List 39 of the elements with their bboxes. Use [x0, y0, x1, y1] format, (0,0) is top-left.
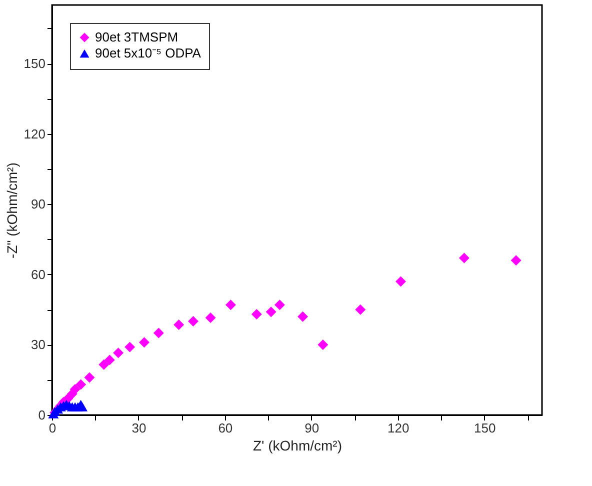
y-tick-label: 60: [31, 266, 46, 282]
point: [174, 320, 184, 330]
point: [318, 339, 328, 350]
point: [274, 300, 285, 310]
point: [70, 384, 80, 394]
point: [84, 372, 95, 383]
y-tick-label: 0: [38, 408, 46, 422]
point: [76, 379, 86, 390]
point: [205, 312, 216, 324]
x-tick-label: 120: [388, 420, 410, 436]
point: [298, 311, 308, 322]
x-tick-label: 60: [218, 420, 233, 436]
y-tick-label: 120: [24, 126, 46, 142]
legend-label: 90et 3TMSPM: [95, 30, 178, 44]
y-tick-label: 90: [31, 196, 46, 212]
point: [188, 316, 198, 327]
x-tick-label: 90: [304, 420, 320, 436]
x-tick-label: 0: [48, 420, 56, 436]
point: [124, 342, 136, 352]
point: [98, 359, 110, 370]
x-tick-label: 150: [474, 420, 496, 436]
x-tick-label: 30: [132, 420, 146, 436]
point: [251, 309, 262, 320]
legend-label: 90et 5x10⁻⁵ ODPA: [95, 46, 202, 60]
point: [138, 337, 150, 348]
point: [510, 255, 522, 266]
point: [355, 304, 366, 315]
point: [77, 402, 88, 412]
point: [104, 354, 115, 366]
y-axis-title: -Z" (kOhm/cm²): [4, 162, 20, 258]
y-tick-label: 150: [24, 56, 46, 72]
point: [153, 328, 164, 338]
y-tick-label: 30: [31, 337, 46, 352]
point: [266, 306, 276, 318]
point: [396, 276, 406, 287]
point: [458, 252, 470, 264]
point: [113, 348, 124, 358]
x-axis-title: Z' (kOhm/cm²): [253, 438, 342, 454]
point: [225, 300, 236, 310]
